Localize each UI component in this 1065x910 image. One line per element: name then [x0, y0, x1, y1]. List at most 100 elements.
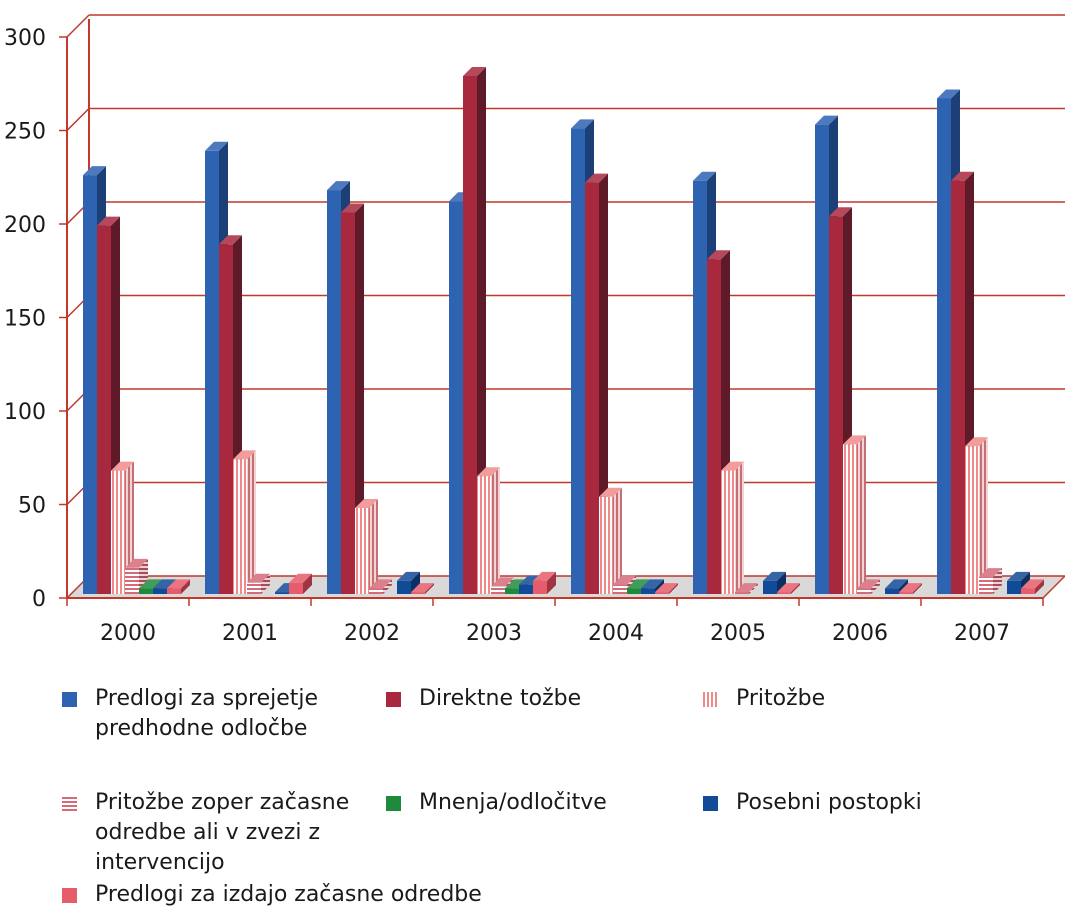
bar	[735, 583, 758, 594]
bar-side	[303, 573, 312, 594]
gridline-wall	[66, 107, 90, 132]
bar-side	[613, 487, 622, 594]
bar-front	[951, 180, 965, 595]
bar-top	[1021, 579, 1044, 589]
y-tick-label: 0	[32, 587, 46, 612]
bar-top	[463, 67, 486, 77]
bar-side	[477, 67, 486, 594]
bar-side	[857, 435, 866, 594]
bar	[1021, 579, 1044, 594]
bar-top	[735, 583, 758, 593]
x-tick-label: 2000	[100, 621, 156, 646]
bar-front	[275, 592, 289, 594]
legend-swatch	[703, 796, 718, 811]
bar-front	[491, 586, 505, 594]
bar-front	[585, 182, 599, 594]
bar-front	[505, 588, 519, 594]
bar-side	[261, 573, 270, 594]
bar-front	[139, 588, 153, 594]
bar	[247, 573, 270, 594]
bar-side	[491, 467, 500, 594]
bar-front	[111, 470, 125, 594]
bar-top	[233, 450, 256, 460]
bar-front	[411, 592, 425, 594]
bar-side	[1035, 579, 1044, 594]
x-axis-end	[1042, 575, 1065, 599]
legend-item: Pritožbe	[703, 684, 1003, 714]
bar	[585, 173, 608, 594]
bar-front	[341, 212, 355, 594]
bar-top	[599, 487, 622, 497]
bar-top	[857, 579, 880, 589]
bar-side	[247, 450, 256, 594]
bar	[411, 583, 434, 594]
bar	[777, 583, 800, 594]
bar-front	[899, 592, 913, 594]
bar-top	[327, 181, 350, 191]
bar-front	[857, 588, 871, 594]
bar-top	[97, 216, 120, 226]
bar-side	[383, 579, 392, 594]
y-tick-label: 100	[4, 400, 46, 425]
legend-label: Predlogi za sprejetje predhodne odločbe	[95, 686, 319, 741]
bar-side	[411, 571, 420, 594]
legend-swatch	[62, 692, 77, 707]
bar-front	[627, 588, 641, 594]
bar-top	[369, 579, 392, 589]
bar-front	[533, 580, 547, 594]
legend-swatch	[62, 888, 77, 903]
legend-item: Predlogi za sprejetje predhodne odločbe	[62, 684, 322, 744]
bar-front	[167, 588, 181, 594]
bar	[369, 579, 392, 594]
bar-side	[181, 579, 190, 594]
bar-front	[965, 446, 979, 594]
bar-side	[425, 583, 434, 594]
bar-side	[599, 173, 608, 594]
bar-front	[979, 577, 993, 594]
bar	[111, 461, 134, 594]
bar-front	[1021, 588, 1035, 594]
bar-side	[369, 498, 378, 594]
bar-front	[735, 592, 749, 594]
bar-side	[547, 571, 556, 594]
bar-side	[993, 568, 1002, 594]
y-tick-label: 250	[4, 120, 46, 145]
bar-front	[937, 98, 951, 594]
bar-top	[707, 250, 730, 260]
bar-front	[83, 175, 97, 594]
bar-front	[153, 588, 167, 594]
legend-label: Predlogi za izdajo začasne odredbe	[95, 882, 482, 907]
bar-top	[139, 579, 162, 589]
bar-top	[693, 171, 716, 181]
y-tick-label: 50	[18, 494, 46, 519]
legend-label: Pritožbe	[736, 686, 826, 711]
bar-top	[843, 435, 866, 445]
bar-top	[355, 498, 378, 508]
bar-front	[613, 584, 627, 594]
bar	[289, 573, 312, 594]
legend-item: Predlogi za izdajo začasne odredbe	[62, 880, 482, 910]
bar-top	[815, 115, 838, 125]
legend-item: Pritožbe zoper začasne odredbe ali v zve…	[62, 788, 362, 878]
legend-item: Mnenja/odločitve	[386, 788, 646, 818]
bar-side	[125, 461, 134, 594]
bar	[477, 467, 500, 594]
bar-top	[979, 568, 1002, 578]
bar-side	[749, 583, 758, 594]
bar-side	[735, 461, 744, 594]
bar-top	[951, 171, 974, 181]
bar-top	[777, 583, 800, 593]
bar-side	[979, 437, 988, 594]
bar-top	[613, 575, 636, 585]
bar	[721, 461, 744, 594]
bar-top	[167, 579, 190, 589]
bar-top	[491, 577, 514, 587]
gridline-wall	[66, 14, 90, 38]
bar	[341, 203, 364, 594]
bar	[233, 450, 256, 594]
bar-front	[477, 476, 491, 594]
bar-top	[219, 235, 242, 245]
bar-side	[791, 583, 800, 594]
y-tick-label: 200	[4, 213, 46, 238]
legend-item: Posebni postopki	[703, 788, 1003, 818]
